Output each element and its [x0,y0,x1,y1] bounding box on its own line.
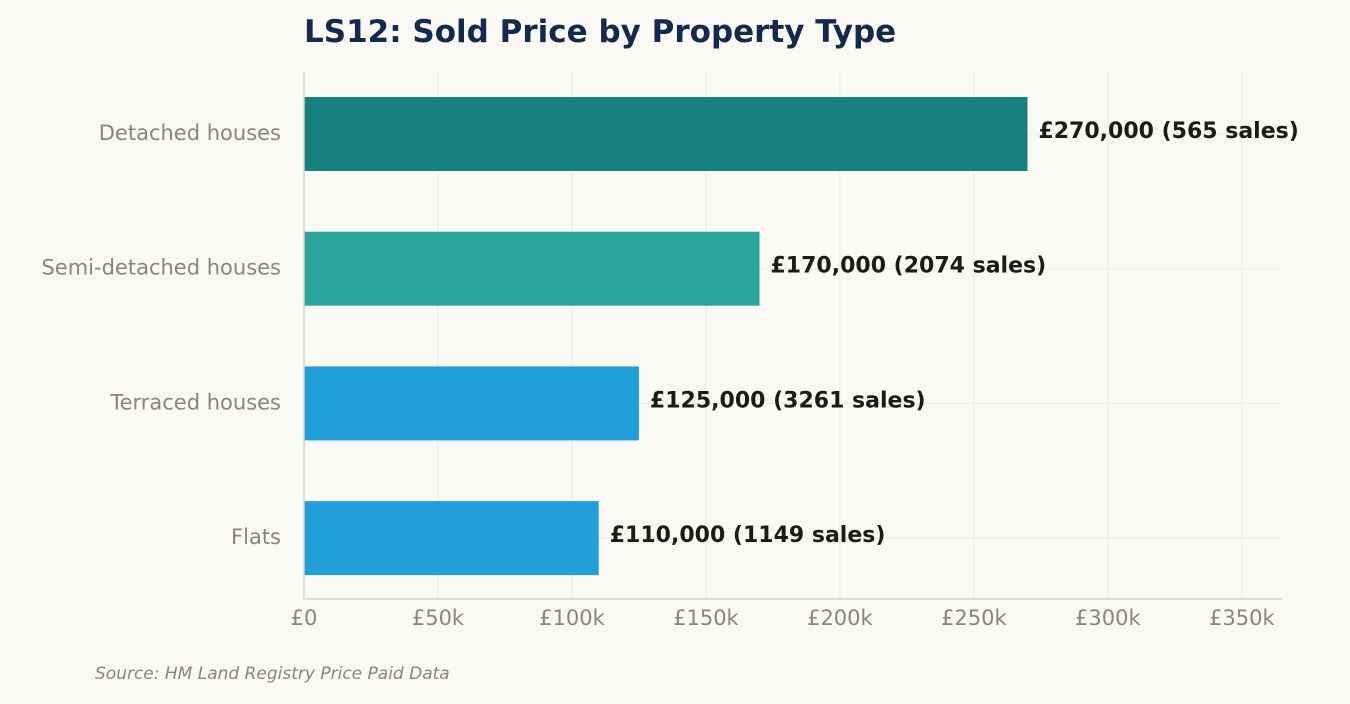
bar [304,366,639,441]
x-tick-label: £350k [1209,606,1275,630]
chart-title: LS12: Sold Price by Property Type [304,14,897,50]
x-tick-label: £0 [291,606,318,630]
labels: Detached houses £270,000 (565 sales) Semi-… [41,119,1298,549]
data-label: £110,000 (1149 sales) [610,523,886,548]
data-label: £125,000 (3261 sales) [650,388,926,413]
x-tick-label: £200k [807,606,873,630]
x-tick-label: £100k [539,606,605,630]
category-label: Terraced houses [109,390,281,414]
x-tick-label: £50k [412,606,465,630]
source-note: Source: HM Land Registry Price Paid Data [95,664,450,684]
category-label: Flats [231,525,281,549]
bar [304,231,760,306]
bar [304,97,1028,171]
category-label: Detached houses [99,121,281,145]
bars [304,97,1028,576]
category-label: Semi-detached houses [41,256,281,280]
data-label: £170,000 (2074 sales) [771,254,1047,279]
bar [304,501,599,576]
data-label: £270,000 (565 sales) [1038,119,1298,144]
x-tick-label: £150k [673,606,739,630]
axes: £0 £50k £100k £150k £200k £250k £300k £350k [291,72,1282,630]
x-tick-label: £250k [941,606,1007,630]
x-tick-label: £300k [1075,606,1141,630]
